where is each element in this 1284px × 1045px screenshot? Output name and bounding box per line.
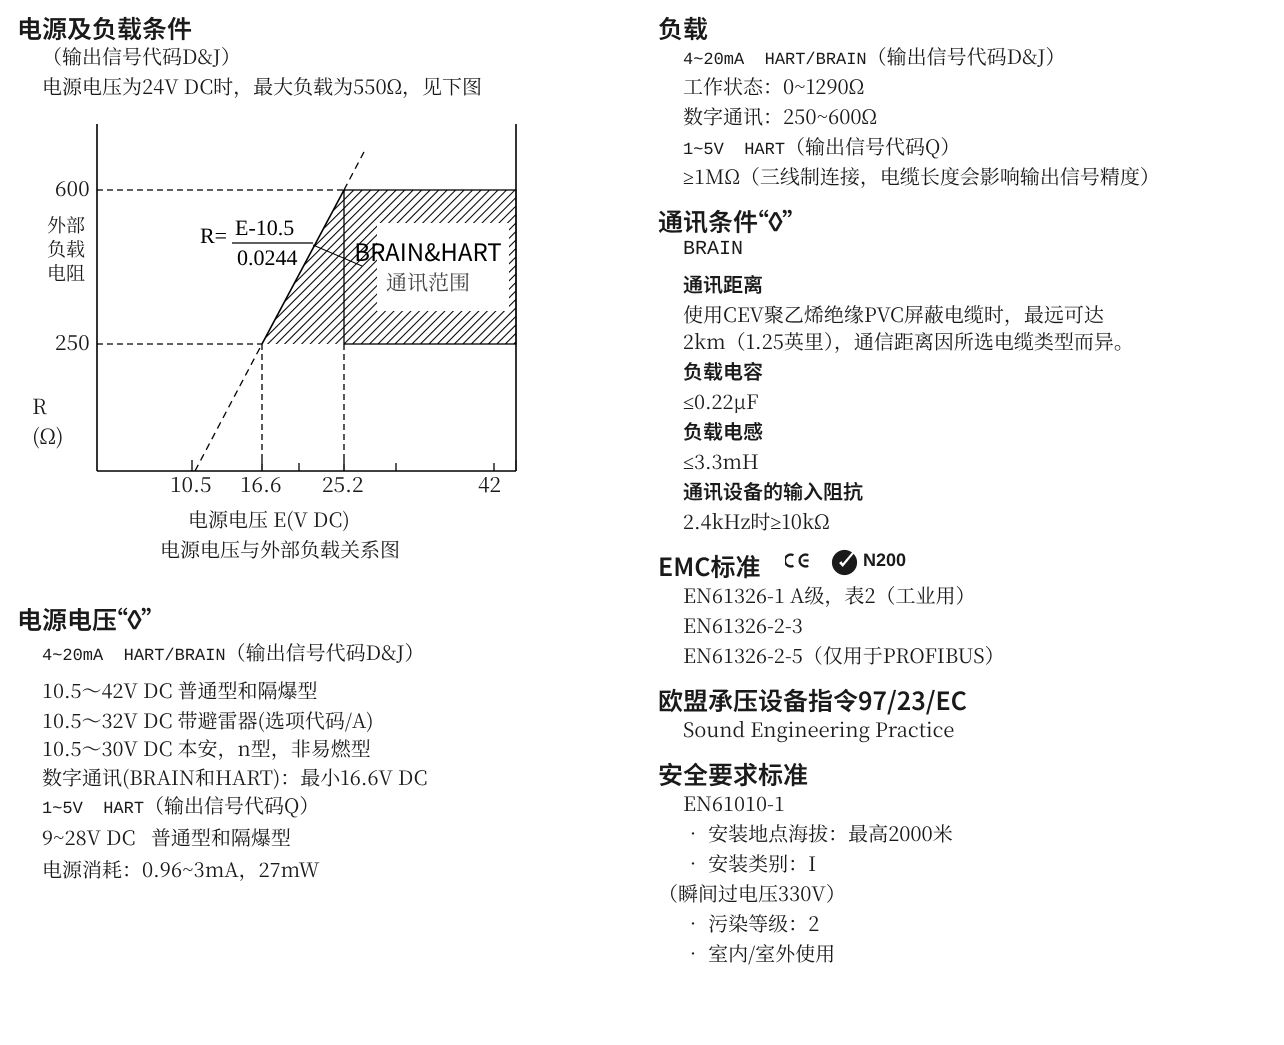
svg-text:R=: R= xyxy=(200,223,227,248)
svg-text:通讯范围: 通讯范围 xyxy=(386,267,470,297)
svg-text:0.0244: 0.0244 xyxy=(237,245,298,270)
svg-text:BRAIN&HART: BRAIN&HART xyxy=(354,233,501,268)
svg-text:E-10.5: E-10.5 xyxy=(235,215,294,240)
